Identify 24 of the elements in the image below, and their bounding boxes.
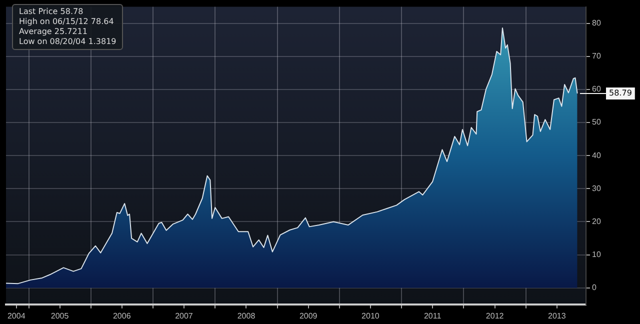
annotation: Average 25.7211	[19, 27, 88, 37]
y-tick-label: 20	[592, 216, 602, 226]
x-tick-label: 2005	[50, 311, 70, 320]
annotation: Low on 08/20/04 1.3819	[19, 37, 116, 47]
x-tick-label: 2008	[237, 311, 256, 320]
x-tick-label: 2009	[299, 311, 318, 320]
annotation: High on 06/15/12 78.64	[19, 17, 115, 27]
x-tick-label: 2004	[7, 311, 26, 320]
y-tick-label: 40	[592, 150, 602, 160]
x-tick-label: 2011	[424, 311, 442, 320]
annotation: Last Price 58.78	[19, 7, 84, 17]
x-tick-label: 2013	[548, 311, 566, 320]
ref-line-label: 58.79	[609, 88, 632, 98]
x-tick-label: 2006	[112, 311, 132, 320]
y-tick-label: 10	[592, 250, 602, 260]
x-tick-label: 2007	[175, 311, 194, 320]
x-tick-label: 2012	[486, 311, 504, 320]
y-tick-label: 50	[592, 118, 602, 127]
x-tick-label: 2010	[362, 311, 380, 320]
y-tick-label: 0	[592, 283, 597, 292]
y-tick-label: 80	[592, 18, 602, 28]
y-tick-label: 70	[592, 52, 602, 61]
y-tick-label: 30	[592, 184, 602, 193]
y-tick-label: 60	[592, 84, 602, 94]
